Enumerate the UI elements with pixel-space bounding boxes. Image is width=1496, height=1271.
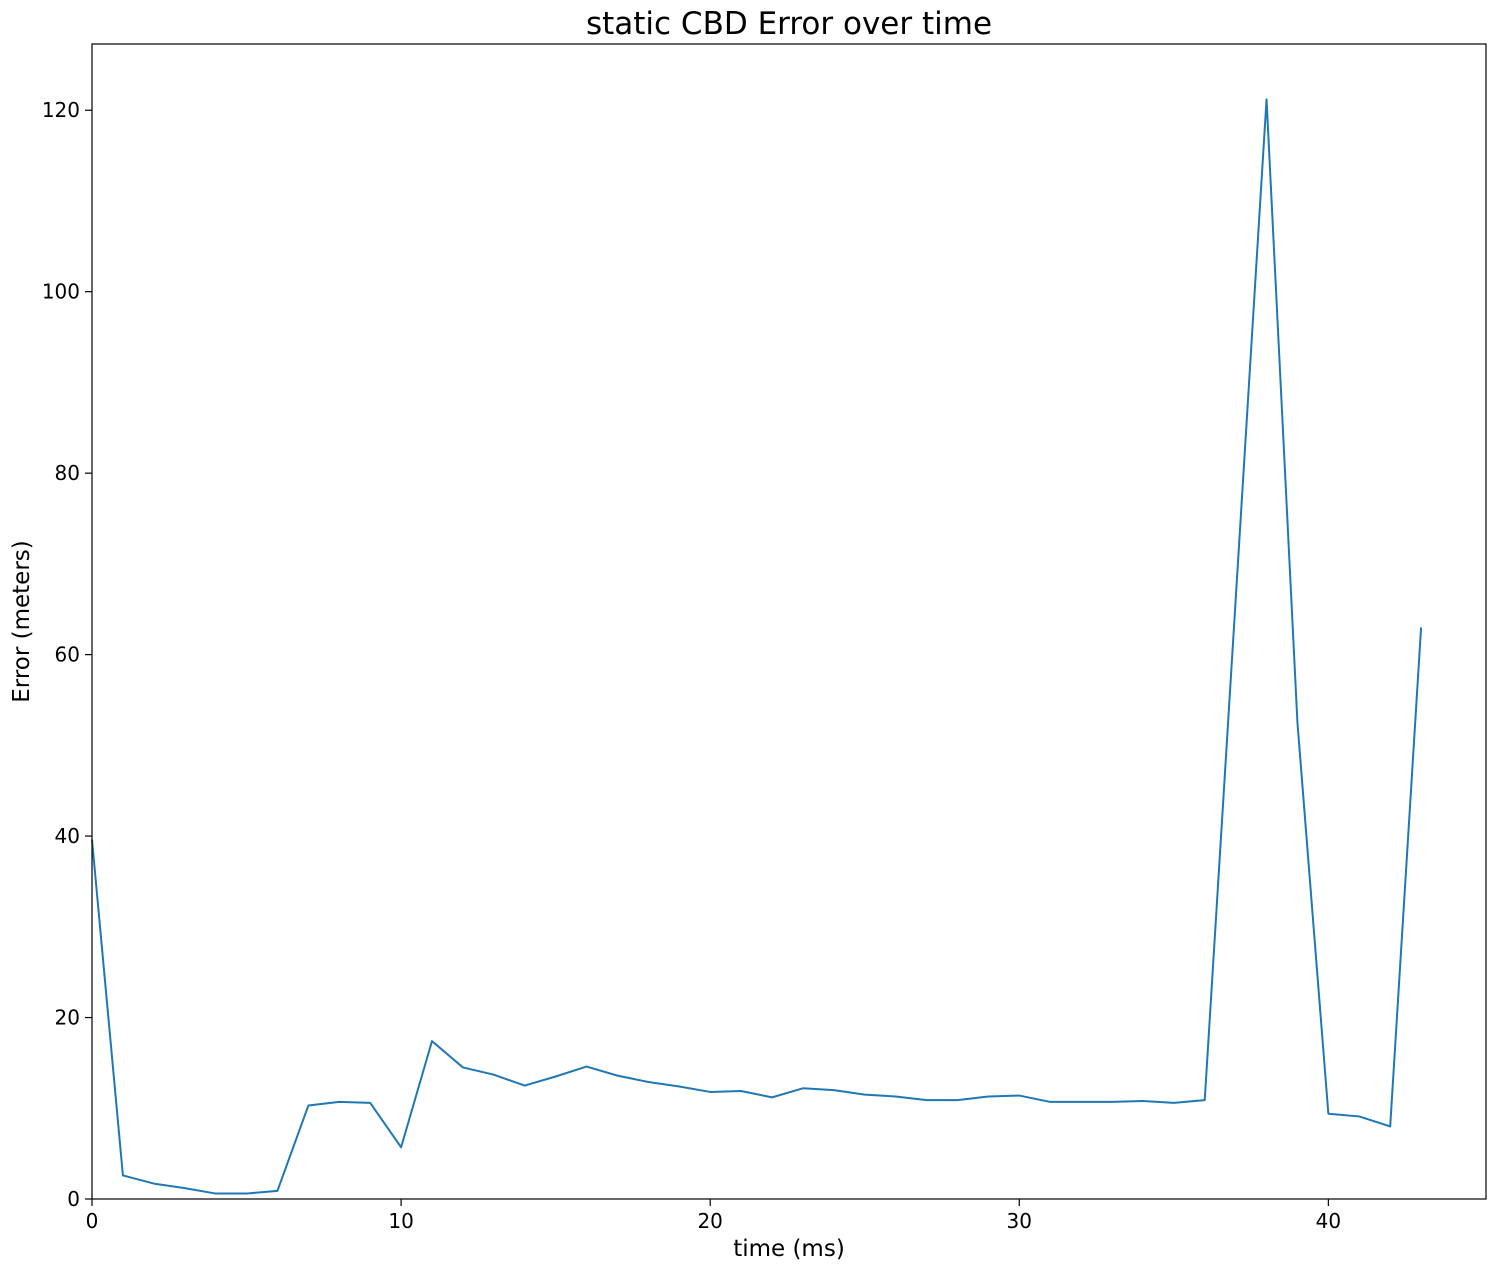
- plot-area: [91, 98, 1423, 1195]
- x-tick-label: 40: [1316, 1209, 1341, 1233]
- chart-title: static CBD Error over time: [586, 6, 992, 42]
- y-tick-label: 60: [55, 643, 80, 667]
- y-tick-label: 120: [42, 98, 80, 122]
- y-axis-label: Error (meters): [9, 540, 35, 702]
- y-tick-label: 80: [55, 461, 80, 485]
- x-tick-label: 10: [388, 1209, 413, 1233]
- x-tick-label: 0: [86, 1209, 99, 1233]
- y-tick-label: 0: [67, 1187, 80, 1211]
- x-tick-label: 20: [697, 1209, 722, 1233]
- y-tick-label: 20: [55, 1006, 80, 1030]
- series-line-0: [91, 98, 1423, 1195]
- y-tick-label: 40: [55, 824, 80, 848]
- y-axis: 0 20 40 60 80 100 120: [42, 98, 92, 1211]
- axes-frame: [91, 43, 1487, 1200]
- x-axis-label: time (ms): [733, 1236, 845, 1262]
- y-tick-label: 100: [42, 280, 80, 304]
- x-tick-label: 30: [1007, 1209, 1032, 1233]
- x-axis: 0 10 20 30 40: [86, 1199, 1341, 1233]
